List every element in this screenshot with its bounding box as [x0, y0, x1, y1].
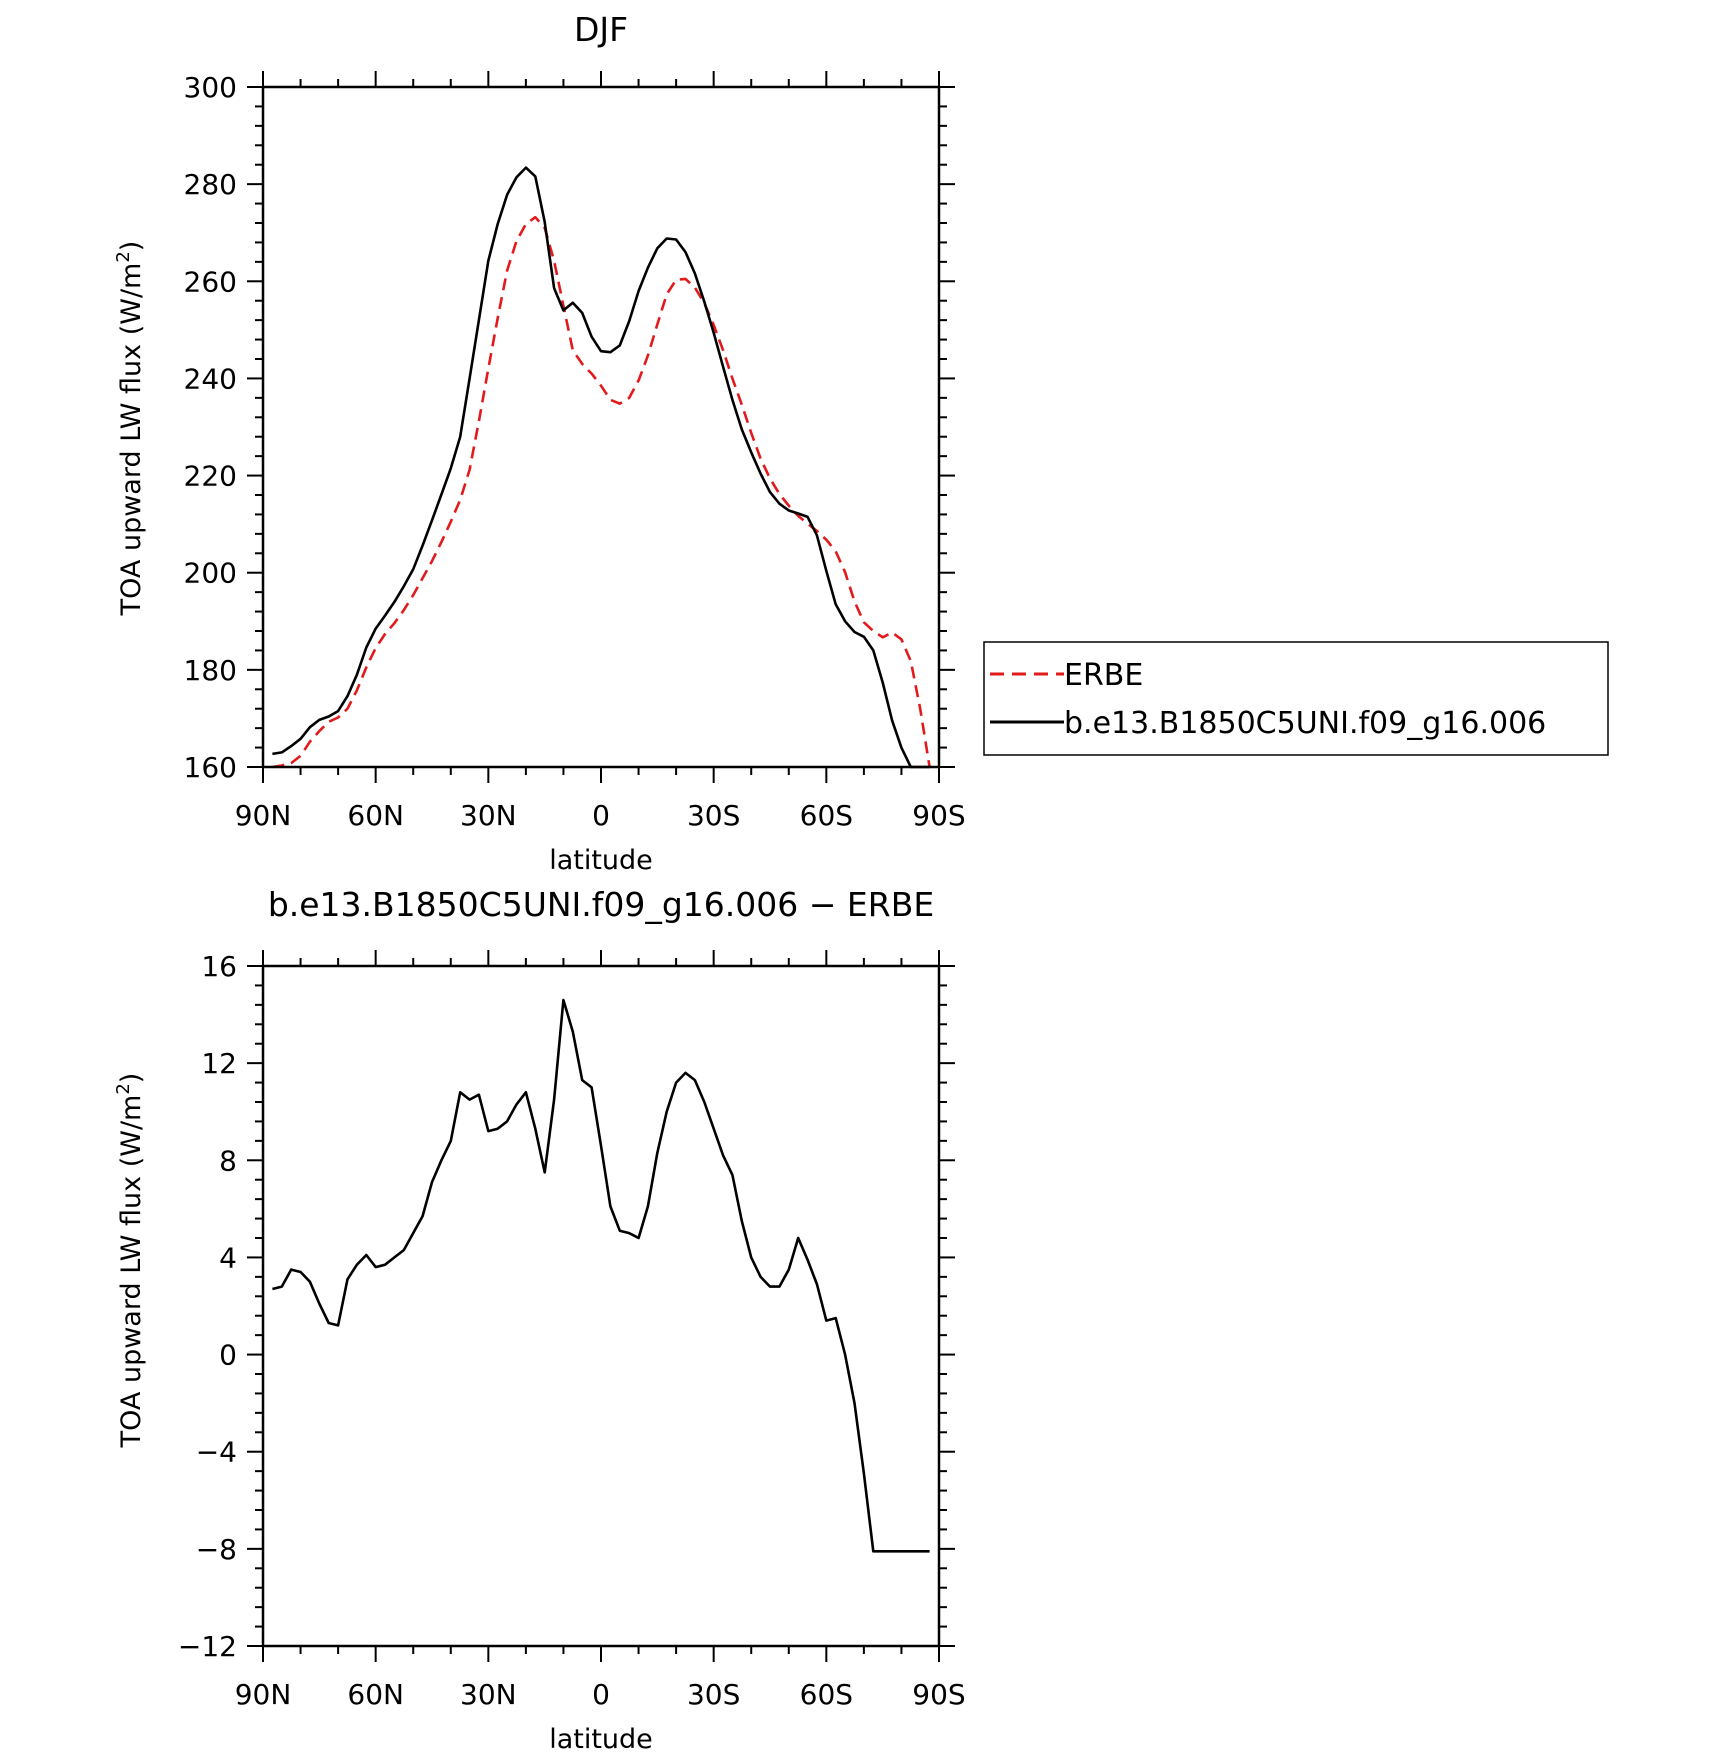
y-tick-label: 260 — [184, 265, 237, 298]
y-tick-label: 160 — [184, 751, 237, 784]
y-tick-label: −4 — [196, 1436, 237, 1469]
x-tick-label: 30N — [460, 799, 517, 832]
legend: ERBE b.e13.B1850C5UNI.f09_g16.006 — [983, 641, 1609, 756]
y-tick-label: 16 — [201, 950, 237, 983]
bottom-chart-title: b.e13.B1850C5UNI.f09_g16.006 − ERBE — [268, 885, 934, 924]
x-tick-label: 0 — [592, 799, 610, 832]
y-tick-label: 200 — [184, 557, 237, 590]
top-panel: DJF TOA upward LW flux (W/m2) latitude 1… — [113, 10, 966, 876]
y-tick-label: −8 — [196, 1533, 237, 1566]
top-plot-frame — [261, 85, 941, 769]
x-tick-label: 0 — [592, 1678, 610, 1711]
top-plot-area — [272, 166, 931, 769]
bottom-ticks: −12 −8 −4 0 4 8 12 16 90N 60N 30N 0 30S 60S 90S — [178, 950, 966, 1711]
top-chart-title: DJF — [574, 10, 628, 49]
y-tick-label: 280 — [184, 168, 237, 201]
y-tick-label: 12 — [201, 1047, 237, 1080]
legend-box — [983, 641, 1609, 756]
y-tick-label: 8 — [219, 1144, 237, 1177]
y-tick-label: 180 — [184, 654, 237, 687]
bottom-x-axis-label: latitude — [549, 1724, 653, 1755]
legend-label-model: b.e13.B1850C5UNI.f09_g16.006 — [1064, 706, 1546, 741]
x-tick-label: 60N — [347, 1678, 404, 1711]
x-tick-label: 90S — [912, 799, 965, 832]
series-line-erbe — [272, 215, 931, 769]
y-tick-label: 240 — [184, 362, 237, 395]
x-tick-label: 60N — [347, 799, 404, 832]
top-y-axis-label: TOA upward LW flux (W/m2) — [113, 241, 147, 617]
svg-text:TOA upward LW flux (W/m2): TOA upward LW flux (W/m2) — [113, 1073, 147, 1449]
top-ticks: 160 180 200 220 240 260 280 300 90N 60N 30N 0 30S 60S… — [184, 71, 966, 832]
x-tick-label: 60S — [800, 1678, 853, 1711]
x-tick-label: 30S — [687, 799, 740, 832]
bottom-y-axis-label: TOA upward LW flux (W/m2) — [113, 1073, 147, 1449]
series-line-diff-0 — [272, 998, 930, 1553]
legend-label-erbe: ERBE — [1064, 658, 1143, 693]
x-tick-label: 90N — [235, 799, 292, 832]
y-tick-label: 220 — [184, 460, 237, 493]
series-line-b-e13-b1850c5uni-f09-g16-006 — [272, 166, 930, 769]
x-tick-label: 60S — [800, 799, 853, 832]
y-tick-label: 0 — [219, 1339, 237, 1372]
y-tick-label: 4 — [219, 1241, 237, 1274]
y-tick-label: 300 — [184, 71, 237, 104]
svg-text:TOA upward LW flux (W/m2): TOA upward LW flux (W/m2) — [113, 241, 147, 617]
top-x-axis-label: latitude — [549, 845, 653, 876]
bottom-panel: b.e13.B1850C5UNI.f09_g16.006 − ERBE TOA … — [113, 885, 966, 1755]
y-tick-label: −12 — [178, 1630, 237, 1663]
x-tick-label: 30N — [460, 1678, 517, 1711]
bottom-plot-frame — [261, 964, 941, 1648]
x-tick-label: 90N — [235, 1678, 292, 1711]
x-tick-label: 90S — [912, 1678, 965, 1711]
x-tick-label: 30S — [687, 1678, 740, 1711]
bottom-plot-area — [272, 998, 930, 1553]
